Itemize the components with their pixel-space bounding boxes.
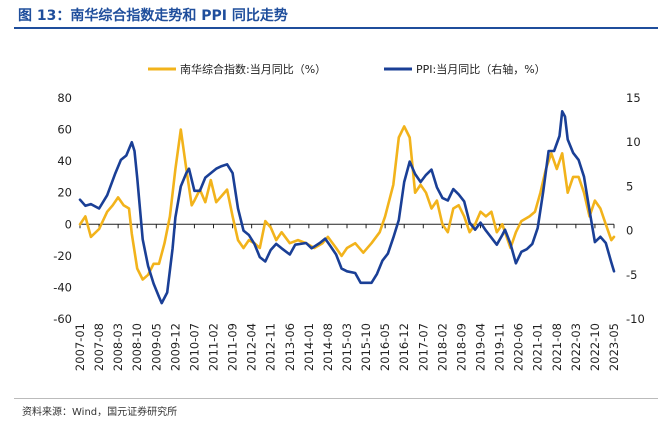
x-tick-label: 2011-02 xyxy=(207,323,221,371)
x-tick-label: 2012-04 xyxy=(245,323,259,371)
y-right-tick-label: 5 xyxy=(626,179,633,193)
x-tick-label: 2021-08 xyxy=(550,323,564,371)
x-tick-label: 2016-05 xyxy=(378,323,392,371)
x-tick-label: 2008-03 xyxy=(111,323,125,371)
x-tick-label: 2019-11 xyxy=(493,323,507,371)
y-left-tick-label: -20 xyxy=(53,249,72,263)
y-left-tick-label: 40 xyxy=(57,154,72,168)
x-tick-label: 2014-01 xyxy=(302,323,316,371)
x-tick-label: 2008-10 xyxy=(130,323,144,371)
y-left-tick-label: 80 xyxy=(57,91,72,105)
x-tick-label: 2022-03 xyxy=(569,323,583,371)
x-tick-label: 2015-03 xyxy=(340,323,354,371)
x-tick-label: 2007-01 xyxy=(73,323,87,371)
x-tick-label: 2022-10 xyxy=(588,323,602,371)
x-tick-label: 2015-10 xyxy=(359,323,373,371)
source-rule xyxy=(14,398,658,399)
x-tick-label: 2012-11 xyxy=(264,323,278,371)
y-right-tick-label: 15 xyxy=(626,91,641,105)
x-tick-label: 2023-05 xyxy=(607,323,621,371)
y-right-tick-label: -10 xyxy=(626,312,645,326)
legend-ppi-label: PPI:当月同比（右轴，%） xyxy=(416,62,546,76)
x-tick-label: 2009-12 xyxy=(168,323,182,371)
x-tick-label: 2011-09 xyxy=(226,323,240,371)
x-tick-label: 2014-08 xyxy=(321,323,335,371)
x-tick-label: 2018-02 xyxy=(435,323,449,371)
x-tick-label: 2020-06 xyxy=(512,323,526,371)
x-tick-label: 2017-07 xyxy=(416,323,430,371)
x-tick-label: 2018-09 xyxy=(454,323,468,371)
x-tick-label: 2013-06 xyxy=(283,323,297,371)
y-right-tick-label: 10 xyxy=(626,135,641,149)
source-note: 资料来源：Wind，国元证券研究所 xyxy=(22,407,178,418)
legend-nanhua-label: 南华综合指数:当月同比（%） xyxy=(180,62,326,76)
y-left-tick-label: -40 xyxy=(53,280,72,294)
series-line-ppi xyxy=(78,110,616,305)
figure-title: 图 13：南华综合指数走势和 PPI 同比走势 xyxy=(18,8,288,24)
title-rule xyxy=(14,27,658,29)
x-tick-label: 2021-01 xyxy=(531,323,545,371)
y-right-tick-label: 0 xyxy=(626,224,633,238)
x-tick-label: 2010-07 xyxy=(187,323,201,371)
y-left-tick-label: 60 xyxy=(57,123,72,137)
x-tick-label: 2007-08 xyxy=(92,323,106,371)
y-left-tick-label: 0 xyxy=(65,217,72,231)
x-tick-label: 2019-04 xyxy=(474,323,488,371)
y-left-tick-label: 20 xyxy=(57,186,72,200)
series-line-nanhua xyxy=(78,125,616,281)
x-tick-label: 2016-12 xyxy=(397,323,411,371)
y-left-tick-label: -60 xyxy=(53,312,72,326)
x-tick-label: 2009-05 xyxy=(149,323,163,371)
y-right-tick-label: -5 xyxy=(626,268,637,282)
